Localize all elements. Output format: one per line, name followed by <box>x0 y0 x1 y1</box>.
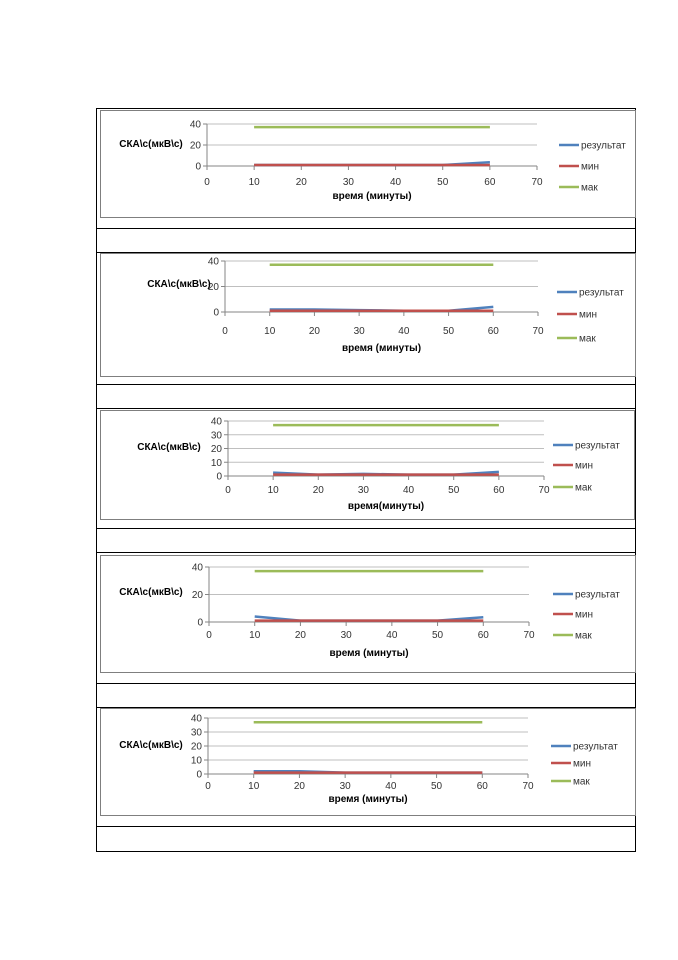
legend-label: результат <box>573 742 618 753</box>
x-tick-label: 30 <box>343 177 355 188</box>
x-tick-label: 60 <box>493 485 505 496</box>
legend-label: мин <box>581 162 599 173</box>
x-tick-label: 50 <box>448 485 460 496</box>
table-row-divider <box>96 408 636 409</box>
y-tick-label: 40 <box>208 257 220 268</box>
y-tick-label: 20 <box>211 444 223 455</box>
x-tick-label: 70 <box>538 485 550 496</box>
x-tick-label: 20 <box>313 485 325 496</box>
x-tick-label: 20 <box>295 630 307 641</box>
x-tick-label: 30 <box>340 781 352 792</box>
x-tick-label: 10 <box>264 326 276 337</box>
y-tick-label: 40 <box>190 120 202 131</box>
y-tick-label: 0 <box>195 162 201 173</box>
x-tick-label: 50 <box>432 630 444 641</box>
y-tick-label: 0 <box>196 770 202 781</box>
y-tick-label: 20 <box>190 141 202 152</box>
y-tick-label: 40 <box>192 563 204 574</box>
y-tick-label: 0 <box>216 472 222 483</box>
legend-label: мин <box>575 610 593 621</box>
y-axis-title: СКА\с(мкВ\с) <box>119 587 183 598</box>
x-axis-title: время (минуты) <box>332 191 411 202</box>
x-tick-label: 0 <box>225 485 231 496</box>
table-row-divider <box>96 528 636 529</box>
x-tick-label: 20 <box>296 177 308 188</box>
x-tick-label: 70 <box>532 326 544 337</box>
table-row-divider <box>96 552 636 553</box>
x-tick-label: 50 <box>431 781 443 792</box>
table-row-divider <box>96 384 636 385</box>
x-tick-label: 60 <box>484 177 496 188</box>
y-tick-label: 10 <box>191 756 203 767</box>
x-tick-label: 70 <box>523 630 535 641</box>
chart-4: 0 20 40 0 10 20 30 40 50 60 70 СКА\с(мкВ\с) время (м… <box>100 555 636 673</box>
x-tick-label: 50 <box>443 326 455 337</box>
y-tick-label: 40 <box>191 714 203 725</box>
legend-label: мин <box>573 759 591 770</box>
table-row-divider <box>96 683 636 684</box>
y-axis-title: СКА\с(мкВ\с) <box>137 442 201 453</box>
y-tick-label: 20 <box>191 742 203 753</box>
y-axis-title: СКА\с(мкВ\с) <box>147 279 211 290</box>
x-tick-label: 60 <box>478 630 490 641</box>
legend-label: мак <box>575 483 592 494</box>
x-tick-label: 0 <box>222 326 228 337</box>
legend-label: результат <box>581 141 626 152</box>
x-tick-label: 20 <box>294 781 306 792</box>
legend-label: мин <box>575 461 593 472</box>
document-table <box>96 108 636 852</box>
y-tick-label: 20 <box>192 590 204 601</box>
x-tick-label: 70 <box>531 177 543 188</box>
x-axis-title: время(минуты) <box>348 501 424 512</box>
y-axis-title: СКА\с(мкВ\с) <box>119 740 183 751</box>
x-tick-label: 0 <box>205 781 211 792</box>
chart-1: 0 20 40 0 10 20 30 40 50 60 70 СКА\с(мкВ\с) время (м… <box>100 110 636 218</box>
x-tick-label: 10 <box>248 781 260 792</box>
table-row-divider <box>96 826 636 827</box>
y-axis-title: СКА\с(мкВ\с) <box>119 139 183 150</box>
x-tick-label: 10 <box>268 485 280 496</box>
legend-label: результат <box>575 590 620 601</box>
table-row-divider <box>96 252 636 253</box>
table-row-divider <box>96 707 636 708</box>
legend-label: мак <box>575 631 592 642</box>
table-row-divider <box>96 228 636 229</box>
x-axis-title: время (минуты) <box>342 343 421 354</box>
y-tick-label: 20 <box>208 282 220 293</box>
y-tick-label: 10 <box>211 458 223 469</box>
y-tick-label: 40 <box>211 417 223 428</box>
legend-label: мак <box>581 183 598 194</box>
x-tick-label: 50 <box>437 177 449 188</box>
x-tick-label: 10 <box>249 177 261 188</box>
x-tick-label: 60 <box>488 326 500 337</box>
x-axis-title: время (минуты) <box>329 648 408 659</box>
legend-label: мак <box>579 334 596 345</box>
x-tick-label: 30 <box>354 326 366 337</box>
y-tick-label: 0 <box>197 618 203 629</box>
x-tick-label: 20 <box>309 326 321 337</box>
x-axis-title: время (минуты) <box>328 794 407 805</box>
y-tick-label: 0 <box>213 308 219 319</box>
legend-label: результат <box>579 288 624 299</box>
x-tick-label: 40 <box>390 177 402 188</box>
y-tick-label: 30 <box>211 430 223 441</box>
x-tick-label: 40 <box>385 781 397 792</box>
chart-2: 0 20 40 0 10 20 30 40 50 60 70 СКА\с(мкВ\с) время (м… <box>100 253 636 377</box>
x-tick-label: 30 <box>341 630 353 641</box>
y-tick-label: 30 <box>191 728 203 739</box>
legend-label: мак <box>573 777 590 788</box>
x-tick-label: 10 <box>249 630 261 641</box>
x-tick-label: 70 <box>522 781 534 792</box>
legend-label: мин <box>579 310 597 321</box>
x-tick-label: 0 <box>204 177 210 188</box>
x-tick-label: 40 <box>403 485 415 496</box>
x-tick-label: 40 <box>398 326 410 337</box>
x-tick-label: 60 <box>477 781 489 792</box>
x-tick-label: 30 <box>358 485 370 496</box>
x-tick-label: 0 <box>206 630 212 641</box>
x-tick-label: 40 <box>386 630 398 641</box>
legend-label: результат <box>575 441 620 452</box>
chart-5: 0 10 20 30 40 0 10 20 30 40 50 60 70 СКА\с(мкВ\с) врем… <box>100 708 636 816</box>
chart-3: 0 10 20 30 40 0 10 20 30 40 50 60 70 СКА\с(мкВ\с) врем… <box>100 410 635 520</box>
